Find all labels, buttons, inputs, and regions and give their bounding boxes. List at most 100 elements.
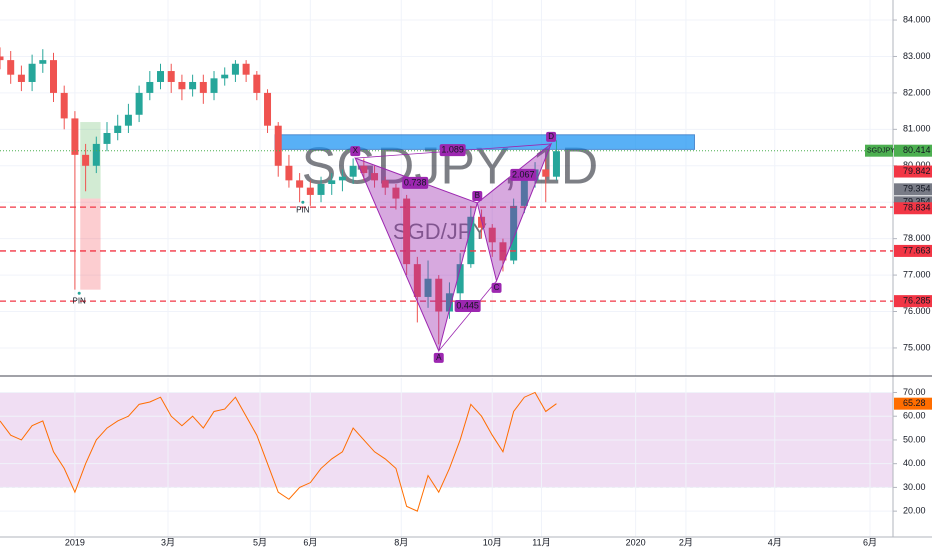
price-label: 65.28 [903,398,926,408]
candle-body [39,60,47,64]
pin-marker [301,200,305,204]
candle-body [253,74,261,93]
x-tick-label: 5月 [253,537,267,547]
pin-label: PIN [73,296,87,305]
candle-body [60,92,68,119]
pattern-point-bg [472,190,483,201]
price-label-bg [894,295,932,308]
candle-body [146,81,154,93]
candle-body [510,205,518,261]
pattern-point-label: X [353,146,359,155]
y-tick-label: 80.000 [903,160,931,170]
candle-body [285,165,293,181]
candle-body [306,187,314,195]
pin-label: PIN [296,205,310,214]
y-tick-label: 83.000 [903,51,931,61]
candle-body [424,278,432,297]
y-tick-label: 40.00 [903,458,926,468]
ratio-label: 2.067 [512,169,535,179]
pattern-point-bg [350,146,361,157]
y-tick-label: 60.00 [903,411,926,421]
candle-body [542,169,550,177]
supply-zone [274,134,695,150]
pin-marker [77,291,81,295]
candle-body [114,125,122,133]
candle-body [242,63,250,75]
x-tick-label: 4月 [768,537,782,547]
candle-body [274,125,282,166]
pattern-point-label: A [436,353,442,362]
candle-body [264,92,272,126]
candle-body [371,173,379,181]
x-tick-label: 10月 [483,537,502,547]
candle-body [467,216,475,265]
candle-body [82,154,90,166]
y-tick-label: 50.00 [903,434,926,444]
price-label-bg [894,165,932,178]
candle-body [488,227,496,243]
x-tick-label: 2019 [65,537,85,547]
candle-body [349,165,357,177]
candle-body [167,71,175,82]
pattern-point-bg [433,352,444,363]
symbol-label-bg [865,144,893,157]
candle-body [221,74,229,79]
x-tick-label: 3月 [161,537,175,547]
candle-body [360,165,368,174]
candle-body [189,81,197,90]
candle-body [435,278,443,312]
y-tick-label: 78.000 [903,233,931,243]
candle-body [445,293,453,312]
x-tick-label: 6月 [863,537,877,547]
price-label-bg [894,202,932,215]
candle-body [403,198,411,265]
pattern-line [438,280,497,352]
candle-body [328,180,336,184]
y-tick-label: 77.000 [903,269,931,279]
y-tick-label: 70.00 [903,387,926,397]
candle-body [0,56,4,61]
price-label: 79.354 [903,197,931,207]
candle-body [7,60,15,75]
candle-body [199,81,207,93]
price-label: 76.285 [903,296,931,306]
x-tick-label: 6月 [303,537,317,547]
price-label-bg [894,144,932,157]
x-tick-label: 2月 [679,537,693,547]
candle-body [317,183,325,195]
symbol-label: SGDJPY [867,148,895,155]
candle-body [392,187,400,199]
candle-body [157,71,165,82]
pattern-point-label: D [548,132,554,141]
ratio-label-bg [402,176,429,189]
ratio-label-bg [510,168,537,181]
candle-body [124,114,132,126]
candle-body [456,264,464,294]
candle-body [28,63,36,82]
pattern-point-label: C [494,283,500,292]
ratio-label-bg [454,300,481,313]
candle-body [413,264,421,297]
y-tick-label: 76.000 [903,306,931,316]
x-tick-label: 2020 [626,537,646,547]
ratio-label: 1.089 [441,144,464,154]
candle-body [231,63,239,75]
x-tick-label: 8月 [394,537,408,547]
y-tick-label: 75.000 [903,342,931,352]
candle-body [103,132,111,144]
rsi-line [0,391,557,512]
pattern-point-bg [491,282,502,293]
price-label: 79.354 [903,184,931,194]
y-tick-label: 20.00 [903,506,926,516]
candle-body [178,81,186,90]
price-label-bg [894,244,932,257]
pattern-point-label: B [475,191,480,200]
y-tick-label: 30.00 [903,482,926,492]
ratio-label: 0.445 [456,300,479,310]
position-box [80,198,101,290]
ratio-label: 0.738 [404,177,427,187]
ratio-label-bg [439,144,466,157]
y-tick-label: 81.000 [903,124,931,134]
candle-body [381,180,389,188]
